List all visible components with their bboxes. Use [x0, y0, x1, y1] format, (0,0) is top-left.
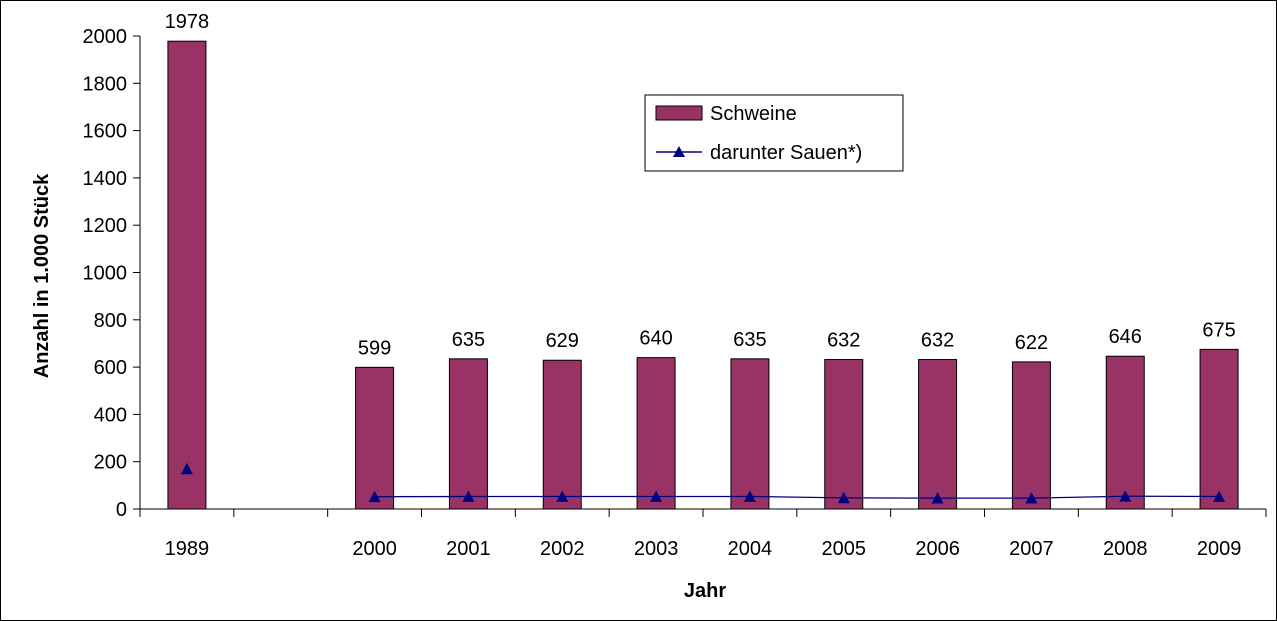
y-tick-label-600: 600 [94, 357, 127, 379]
marker-sauen-2003 [650, 490, 663, 502]
bar-2008 [1105, 355, 1145, 510]
x-tick-label-2006: 2006 [915, 538, 960, 560]
legend-label-schweine: Schweine [710, 103, 797, 125]
bar-2003 [636, 357, 676, 510]
marker-sauen-2004 [743, 490, 756, 502]
y-tick-label-1000: 1000 [83, 263, 128, 285]
bars-layer [167, 40, 1239, 510]
x-tick-label-1989: 1989 [165, 538, 210, 560]
marker-sauen-1989 [180, 462, 193, 475]
y-tick-label-1600: 1600 [83, 121, 128, 143]
data-label-2003: 640 [639, 328, 672, 350]
bar-2002 [542, 359, 582, 510]
bar-2001 [448, 358, 488, 510]
legend-label-sauen: darunter Sauen*) [710, 142, 862, 164]
bar-2000 [355, 366, 395, 510]
legend-marker-sauen [673, 146, 685, 157]
y-tick-label-1400: 1400 [83, 168, 128, 190]
data-label-2005: 632 [827, 330, 860, 352]
marker-sauen-2006 [931, 492, 944, 504]
marker-sauen-2007 [1025, 492, 1038, 504]
bar-1989 [167, 40, 207, 510]
line-layer [180, 462, 1226, 504]
data-label-2009: 675 [1202, 319, 1235, 341]
marker-sauen-2001 [462, 490, 475, 502]
y-axis-title: Anzahl in 1.000 Stück [31, 173, 53, 378]
x-tick-label-2001: 2001 [446, 538, 491, 560]
legend: Schweine darunter Sauen*) [644, 94, 904, 172]
marker-sauen-2002 [556, 490, 569, 502]
x-tick-label-2009: 2009 [1197, 538, 1242, 560]
x-tick-label-2008: 2008 [1103, 538, 1148, 560]
y-tick-label-2000: 2000 [83, 26, 128, 48]
legend-swatch-schweine [655, 105, 703, 121]
data-label-2004: 635 [733, 329, 766, 351]
data-label-1989: 1978 [165, 11, 210, 33]
bar-2006 [918, 359, 958, 510]
line-sauen [374, 495, 1220, 499]
x-tick-label-2007: 2007 [1009, 538, 1054, 560]
y-tick-label-800: 800 [94, 310, 127, 332]
x-tick-label-2002: 2002 [540, 538, 585, 560]
x-axis-title: Jahr [684, 580, 726, 602]
x-tick-label-2005: 2005 [822, 538, 867, 560]
marker-sauen-2009 [1213, 490, 1226, 502]
data-label-2008: 646 [1109, 326, 1142, 348]
bar-2004 [730, 358, 770, 510]
bar-2009 [1199, 348, 1239, 510]
data-label-2006: 632 [921, 330, 954, 352]
axes-layer: 0 200 400 600 800 1000 1200 1400 1600 1800 2000 198… [83, 26, 1267, 560]
data-label-2000: 599 [358, 337, 391, 359]
y-tick-label-0: 0 [116, 499, 127, 521]
y-tick-label-400: 400 [94, 404, 127, 426]
x-tick-label-2003: 2003 [634, 538, 679, 560]
marker-sauen-2005 [837, 491, 850, 504]
x-tick-label-2000: 2000 [352, 538, 397, 560]
bar-2007 [1011, 361, 1051, 510]
labels-layer: 1978 599 635 629 640 635 632 632 622 646 675 [165, 11, 1236, 359]
y-tick-label-1800: 1800 [83, 73, 128, 95]
bar-2005 [824, 359, 864, 510]
y-tick-label-1200: 1200 [83, 215, 128, 237]
marker-sauen-2000 [368, 490, 381, 503]
data-label-2002: 629 [546, 330, 579, 352]
y-tick-label-200: 200 [94, 452, 127, 474]
data-label-2001: 635 [452, 329, 485, 351]
x-tick-label-2004: 2004 [728, 538, 773, 560]
marker-sauen-2008 [1119, 490, 1132, 502]
data-label-2007: 622 [1015, 332, 1048, 354]
